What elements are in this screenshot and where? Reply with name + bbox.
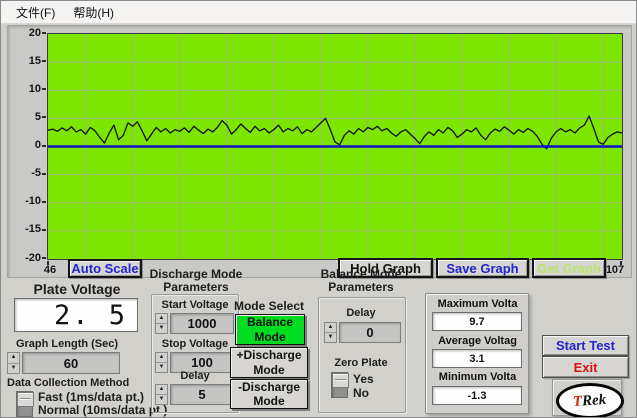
switch-knob[interactable] bbox=[17, 392, 34, 407]
trek-logo: TRek bbox=[552, 379, 624, 417]
y-axis-tick-mark bbox=[42, 257, 46, 259]
maximum-voltage-label: Maximum Volta bbox=[437, 298, 518, 310]
data-collection-option-normal: Normal (10ms/data pt.) bbox=[38, 403, 168, 417]
y-axis-tick-label: -15 bbox=[25, 223, 41, 236]
start-test-button[interactable]: Start Test bbox=[542, 335, 629, 356]
minus-discharge-mode-button[interactable]: -Discharge Mode bbox=[230, 379, 308, 409]
y-axis-tick-mark bbox=[42, 60, 46, 63]
balance-delay-spinner: ▲ ▼ bbox=[324, 322, 337, 343]
decrement-button[interactable]: ▼ bbox=[158, 325, 165, 331]
y-axis-tick-label: 0 bbox=[34, 139, 41, 151]
y-axis-tick-mark bbox=[42, 116, 46, 119]
y-axis-tick-label: 20 bbox=[28, 26, 41, 39]
increment-button[interactable]: ▲ bbox=[156, 353, 167, 363]
balance-group-box bbox=[318, 297, 406, 413]
balance-delay-label: Delay bbox=[346, 307, 376, 319]
trek-logo-ellipse: TRek bbox=[556, 383, 624, 417]
decrement-button[interactable]: ▼ bbox=[158, 364, 165, 370]
voltage-trace bbox=[48, 115, 622, 150]
graph-length-label: Graph Length (Sec) bbox=[15, 338, 119, 350]
zero-plate-label: Zero Plate bbox=[334, 357, 388, 369]
y-axis-tick-label: 10 bbox=[28, 82, 41, 95]
zero-plate-switch[interactable] bbox=[331, 372, 349, 398]
graph-length-field[interactable]: 60 bbox=[22, 352, 120, 374]
graph-length-spinner: ▲ ▼ bbox=[7, 352, 20, 374]
discharge-delay-field[interactable]: 5 bbox=[170, 384, 234, 405]
decrement-button[interactable]: ▼ bbox=[10, 364, 17, 371]
maximum-voltage-value: 9.7 bbox=[432, 312, 522, 331]
zero-plate-option-yes: Yes bbox=[353, 372, 374, 386]
increment-button[interactable]: ▲ bbox=[325, 323, 336, 333]
chart-panel: 20 15 10 5 0 -5 -10 -15 -20 46 107 Auto Scale Ho… bbox=[7, 25, 632, 278]
trek-logo-text: TRek bbox=[572, 391, 608, 410]
y-axis-tick-mark bbox=[42, 88, 46, 91]
stop-voltage-control: ▲ ▼ 100 bbox=[155, 352, 234, 373]
menu-help[interactable]: 帮助(H) bbox=[73, 5, 114, 20]
y-axis-tick-label: 15 bbox=[28, 54, 41, 67]
menu-bar: 文件(F) 帮助(H) bbox=[1, 1, 636, 24]
discharge-delay-spinner: ▲ ▼ bbox=[155, 384, 168, 405]
discharge-delay-control: ▲ ▼ 5 bbox=[155, 384, 234, 405]
discharge-group-title: Discharge Mode bbox=[149, 267, 243, 281]
y-axis-tick-label: -5 bbox=[31, 167, 41, 180]
stop-voltage-label: Stop Voltage bbox=[161, 338, 229, 350]
average-voltage-value: 3.1 bbox=[432, 349, 522, 368]
y-axis-tick-mark bbox=[42, 228, 46, 231]
y-axis-tick-mark bbox=[42, 200, 46, 203]
x-axis-tick bbox=[47, 261, 49, 265]
data-collection-option-fast: Fast (1ms/data pt.) bbox=[38, 390, 145, 404]
save-graph-button[interactable]: Save Graph bbox=[436, 258, 529, 278]
y-axis-tick-mark bbox=[42, 32, 46, 34]
increment-button[interactable]: ▲ bbox=[8, 353, 19, 364]
plus-discharge-mode-button[interactable]: +Discharge Mode bbox=[230, 347, 308, 378]
plate-voltage-label: Plate Voltage bbox=[33, 281, 121, 297]
balance-delay-field[interactable]: 0 bbox=[339, 322, 401, 343]
mode-select-label: Mode Select bbox=[233, 299, 305, 313]
data-collection-label: Data Collection Method bbox=[7, 377, 130, 389]
balance-delay-control: ▲ ▼ 0 bbox=[324, 322, 401, 343]
switch-knob[interactable] bbox=[332, 373, 349, 388]
y-axis-tick-label: -10 bbox=[25, 195, 41, 208]
zero-plate-option-no: No bbox=[353, 386, 369, 400]
increment-button[interactable]: ▲ bbox=[156, 314, 167, 324]
y-axis-tick-mark bbox=[42, 172, 46, 175]
y-axis-tick-label: 5 bbox=[34, 110, 41, 123]
decrement-button[interactable]: ▼ bbox=[327, 334, 334, 340]
exit-button[interactable]: Exit bbox=[542, 356, 629, 378]
plate-voltage-display: 2. 5 bbox=[14, 298, 138, 332]
start-voltage-control: ▲ ▼ 1000 bbox=[155, 313, 234, 334]
x-axis-tick bbox=[620, 261, 622, 265]
chart-svg bbox=[48, 34, 622, 259]
get-graph-button[interactable]: Get Graph bbox=[532, 258, 606, 278]
start-voltage-field[interactable]: 1000 bbox=[170, 313, 234, 334]
x-axis-start-label: 46 bbox=[43, 264, 57, 276]
balance-group-title: Balance Mode bbox=[320, 267, 402, 281]
average-voltage-label: Average Voltag bbox=[438, 335, 517, 347]
start-voltage-label: Start Voltage bbox=[161, 299, 229, 311]
graph-length-control: ▲ ▼ 60 bbox=[7, 352, 120, 374]
balance-mode-button[interactable]: Balance Mode bbox=[235, 314, 305, 345]
start-voltage-spinner: ▲ ▼ bbox=[155, 313, 168, 334]
balance-group-title2: Parameters bbox=[328, 280, 394, 294]
y-axis-tick-mark bbox=[42, 144, 46, 147]
minimum-voltage-value: -1.3 bbox=[432, 386, 522, 405]
stop-voltage-spinner: ▲ ▼ bbox=[155, 352, 168, 373]
discharge-delay-label: Delay bbox=[180, 370, 210, 382]
auto-scale-button[interactable]: Auto Scale bbox=[68, 259, 142, 278]
waveform-chart bbox=[47, 33, 623, 260]
menu-file[interactable]: 文件(F) bbox=[16, 5, 56, 20]
minimum-voltage-label: Minimum Volta bbox=[438, 371, 517, 383]
x-axis-end-label: 107 bbox=[605, 264, 625, 276]
y-axis-tick-label: -20 bbox=[25, 251, 41, 264]
data-collection-switch[interactable] bbox=[16, 391, 34, 417]
hold-graph-button[interactable]: Hold Graph bbox=[338, 258, 433, 278]
decrement-button[interactable]: ▼ bbox=[158, 396, 165, 402]
discharge-group-title2: Parameters bbox=[163, 280, 229, 294]
increment-button[interactable]: ▲ bbox=[156, 385, 167, 395]
